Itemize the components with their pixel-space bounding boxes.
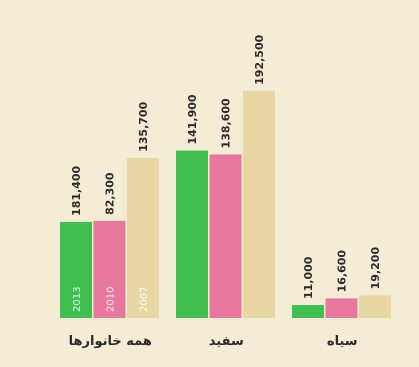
value-label-2013-1: 141,900 (186, 94, 199, 144)
value-label-2007-2: 19,200 (369, 247, 382, 290)
value-label-2007-0: 135,700 (137, 101, 150, 151)
bar-2013-0 (60, 221, 92, 318)
bars-layer (60, 90, 391, 318)
category-label-1: سفید (209, 334, 244, 349)
bar-2013-1 (176, 150, 208, 318)
bar-2010-2 (325, 298, 358, 318)
series-label-2007: 2007 (139, 287, 150, 312)
value-label-2007-1: 192,500 (253, 34, 266, 84)
bar-2007-0 (127, 157, 159, 318)
value-label-2010-2: 16,600 (336, 250, 349, 293)
bar-2007-1 (243, 90, 275, 318)
value-label-2010-0: 82,300 (104, 172, 117, 215)
labels-layer: 181,400 2013 82,300 2010 135,700 2007 همه خانو… (69, 34, 382, 349)
category-label-0: همه خانوارها (69, 334, 152, 349)
bar-2007-2 (359, 295, 391, 318)
category-label-2: سیاه (327, 334, 358, 349)
bar-2013-2 (292, 305, 324, 318)
series-label-2013: 2013 (72, 287, 83, 312)
series-label-2010: 2010 (106, 287, 117, 312)
value-label-2013-2: 11,000 (302, 256, 315, 299)
value-label-2013-0: 181,400 (70, 166, 83, 216)
bar-2010-1 (209, 154, 242, 318)
value-label-2010-1: 138,600 (220, 98, 233, 148)
bar-2010-0 (93, 220, 126, 318)
